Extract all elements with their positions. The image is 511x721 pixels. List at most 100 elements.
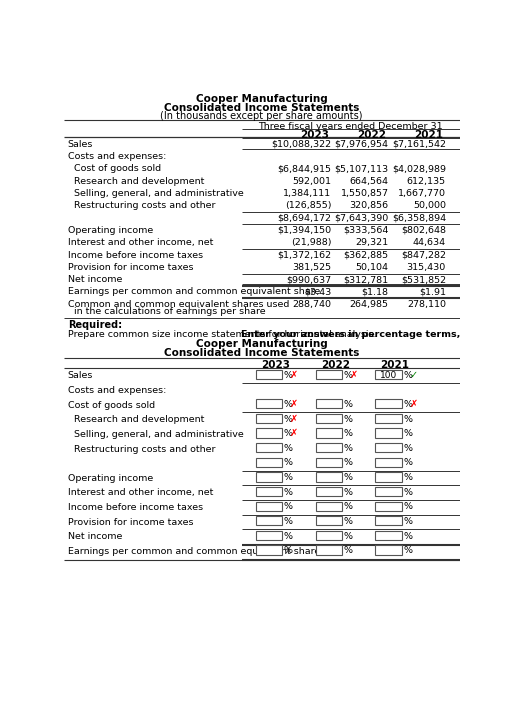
Text: %: % (344, 444, 353, 453)
Bar (316, 370, 342, 379)
Bar (376, 443, 402, 452)
Bar (376, 531, 402, 540)
Text: ✗: ✗ (290, 428, 298, 438)
Text: Provision for income taxes: Provision for income taxes (68, 263, 193, 272)
Text: 1,550,857: 1,550,857 (341, 189, 388, 198)
Text: (21,988): (21,988) (291, 238, 331, 247)
Text: 592,001: 592,001 (292, 177, 331, 185)
Text: Consolidated Income Statements: Consolidated Income Statements (164, 102, 359, 112)
Text: 50,000: 50,000 (413, 201, 446, 211)
Text: %: % (403, 547, 412, 555)
Text: $847,282: $847,282 (401, 250, 446, 260)
Text: $1,372,162: $1,372,162 (277, 250, 331, 260)
Text: $7,976,954: $7,976,954 (335, 140, 388, 149)
Text: Required:: Required: (68, 320, 122, 329)
Text: Costs and expenses:: Costs and expenses: (68, 152, 166, 161)
Bar (316, 531, 342, 540)
Text: %: % (403, 503, 412, 511)
Bar (316, 516, 342, 526)
Text: Selling, general, and administrative: Selling, general, and administrative (68, 430, 244, 439)
Bar (316, 443, 342, 452)
Text: %: % (284, 503, 293, 511)
Bar (256, 414, 283, 423)
Text: (In thousands except per share amounts): (In thousands except per share amounts) (160, 111, 363, 121)
Text: 288,740: 288,740 (292, 300, 331, 309)
Text: %: % (284, 473, 293, 482)
Text: 2023: 2023 (299, 131, 329, 141)
Text: Net income: Net income (68, 532, 122, 541)
Bar (256, 370, 283, 379)
Text: $5,107,113: $5,107,113 (335, 164, 388, 173)
Text: %: % (403, 371, 412, 380)
Text: $6,358,894: $6,358,894 (392, 213, 446, 223)
Text: %: % (284, 531, 293, 541)
Text: 1,384,111: 1,384,111 (283, 189, 331, 198)
Text: %: % (403, 473, 412, 482)
Bar (256, 428, 283, 438)
Text: $362,885: $362,885 (343, 250, 388, 260)
Text: Costs and expenses:: Costs and expenses: (68, 386, 166, 395)
Bar (316, 399, 342, 408)
Text: Research and development: Research and development (68, 415, 204, 425)
Text: $6,844,915: $6,844,915 (277, 164, 331, 173)
Text: Net income: Net income (68, 275, 122, 284)
Bar (316, 472, 342, 482)
Text: 100: 100 (380, 371, 397, 380)
Text: 2021: 2021 (414, 131, 444, 141)
Text: Cooper Manufacturing: Cooper Manufacturing (196, 94, 328, 105)
Bar (376, 472, 402, 482)
Text: Research and development: Research and development (68, 177, 204, 185)
Text: %: % (284, 459, 293, 467)
Bar (256, 531, 283, 540)
Text: Three fiscal years ended December 31: Three fiscal years ended December 31 (259, 122, 443, 131)
Text: 2021: 2021 (380, 360, 409, 370)
Text: 29,321: 29,321 (356, 238, 388, 247)
Text: Operating income: Operating income (68, 474, 153, 483)
Bar (376, 546, 402, 554)
Text: $3.43: $3.43 (304, 288, 331, 296)
Text: Interest and other income, net: Interest and other income, net (68, 238, 213, 247)
Text: Income before income taxes: Income before income taxes (68, 250, 203, 260)
Text: 50,104: 50,104 (356, 263, 388, 272)
Text: ✗: ✗ (290, 399, 298, 409)
Text: Restructuring costs and other: Restructuring costs and other (68, 201, 215, 211)
Text: (126,855): (126,855) (285, 201, 331, 211)
Bar (256, 502, 283, 510)
Text: $802,648: $802,648 (401, 226, 446, 235)
Text: %: % (344, 487, 353, 497)
Text: 320,856: 320,856 (350, 201, 388, 211)
Text: Cost of goods sold: Cost of goods sold (68, 401, 155, 410)
Bar (256, 443, 283, 452)
Text: 315,430: 315,430 (407, 263, 446, 272)
Text: ✗: ✗ (350, 370, 358, 380)
Bar (376, 458, 402, 467)
Text: Cost of goods sold: Cost of goods sold (68, 164, 161, 173)
Text: %: % (403, 531, 412, 541)
Text: Income before income taxes: Income before income taxes (68, 503, 203, 512)
Bar (376, 487, 402, 496)
Bar (256, 472, 283, 482)
Text: $7,161,542: $7,161,542 (392, 140, 446, 149)
Text: %: % (403, 459, 412, 467)
Text: 1,667,770: 1,667,770 (398, 189, 446, 198)
Text: %: % (284, 444, 293, 453)
Text: $10,088,322: $10,088,322 (271, 140, 331, 149)
Bar (316, 546, 342, 554)
Text: Common and common equivalent shares used: Common and common equivalent shares used (68, 300, 289, 309)
Text: %: % (284, 429, 293, 438)
Text: %: % (284, 487, 293, 497)
Text: $990,637: $990,637 (286, 275, 331, 284)
Bar (316, 487, 342, 496)
Bar (376, 516, 402, 526)
Text: %: % (344, 547, 353, 555)
Bar (256, 516, 283, 526)
Text: Restructuring costs and other: Restructuring costs and other (68, 445, 215, 454)
Text: 2022: 2022 (357, 131, 386, 141)
Text: 264,985: 264,985 (350, 300, 388, 309)
Text: $4,028,989: $4,028,989 (392, 164, 446, 173)
Bar (256, 487, 283, 496)
Text: Prepare common size income statements for horizontal analysis.: Prepare common size income statements fo… (68, 329, 379, 339)
Text: %: % (284, 400, 293, 409)
Text: $1.91: $1.91 (419, 288, 446, 296)
Bar (316, 458, 342, 467)
